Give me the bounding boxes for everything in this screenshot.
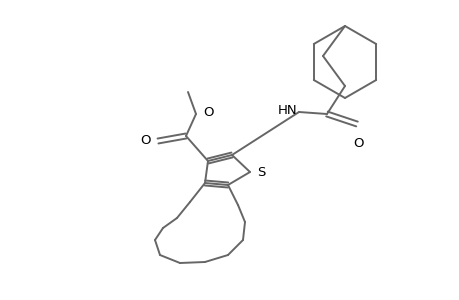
Text: O: O [202,106,213,118]
Text: S: S [257,167,265,179]
Text: O: O [140,134,151,148]
Text: O: O [353,137,364,150]
Text: HN: HN [278,104,297,118]
